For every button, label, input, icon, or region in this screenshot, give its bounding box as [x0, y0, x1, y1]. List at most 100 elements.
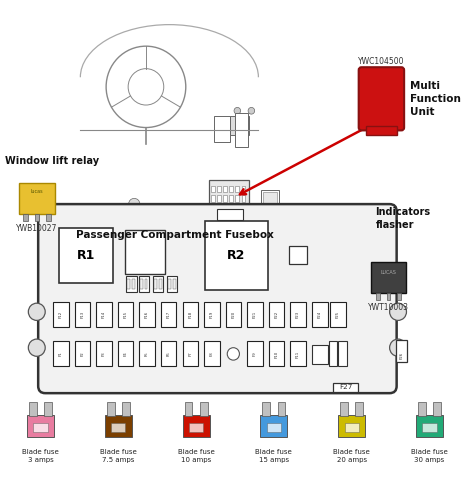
Bar	[111, 423, 125, 432]
Bar	[396, 340, 408, 361]
Bar	[333, 383, 358, 392]
Bar	[96, 341, 112, 366]
Bar	[53, 341, 69, 366]
Bar	[23, 214, 28, 221]
Bar	[226, 302, 241, 327]
Bar	[397, 293, 401, 300]
Bar	[217, 186, 221, 192]
Text: F7: F7	[188, 351, 192, 356]
Circle shape	[241, 122, 247, 129]
Circle shape	[248, 108, 255, 114]
Bar	[269, 302, 284, 327]
Text: F1: F1	[59, 351, 63, 356]
Bar	[182, 302, 198, 327]
Bar	[29, 402, 36, 416]
Circle shape	[390, 339, 407, 356]
Bar	[168, 279, 171, 288]
Bar	[229, 186, 233, 192]
Bar	[338, 341, 346, 366]
Text: F25: F25	[336, 311, 340, 318]
Text: F5: F5	[145, 351, 149, 356]
Bar	[154, 279, 157, 288]
Bar	[153, 276, 163, 292]
Bar	[387, 293, 390, 300]
Text: R2: R2	[227, 249, 246, 262]
Bar	[223, 186, 227, 192]
Bar	[105, 415, 132, 437]
Bar	[242, 205, 245, 211]
Bar	[242, 195, 245, 202]
Text: F20: F20	[231, 311, 236, 318]
Bar	[356, 402, 363, 416]
Bar	[209, 180, 249, 214]
Bar	[289, 246, 307, 264]
Bar	[45, 402, 52, 416]
Bar	[229, 205, 233, 211]
Bar	[35, 214, 39, 221]
Text: Blade fuse
20 amps: Blade fuse 20 amps	[333, 449, 370, 463]
Bar	[173, 279, 175, 288]
Bar	[204, 302, 219, 327]
Bar	[211, 186, 215, 192]
Bar	[247, 341, 263, 366]
Text: Blade fuse
3 amps: Blade fuse 3 amps	[22, 449, 59, 463]
Bar	[217, 205, 221, 211]
Text: R1: R1	[77, 249, 95, 262]
Bar	[159, 279, 162, 288]
Bar	[376, 293, 380, 300]
Text: F14: F14	[102, 311, 106, 318]
Bar	[182, 415, 210, 437]
Text: F21: F21	[253, 311, 257, 318]
Bar	[183, 205, 192, 214]
Bar	[174, 215, 182, 223]
Bar	[193, 215, 201, 223]
Text: Blade fuse
15 amps: Blade fuse 15 amps	[255, 449, 292, 463]
Bar	[75, 302, 90, 327]
Bar	[204, 341, 219, 366]
Bar	[312, 302, 328, 327]
Bar	[214, 116, 230, 142]
Text: LUCAS: LUCAS	[381, 270, 396, 275]
Bar	[229, 195, 233, 202]
Circle shape	[234, 108, 241, 114]
Bar	[236, 205, 239, 211]
Bar	[118, 302, 133, 327]
Bar	[422, 423, 437, 432]
Text: YWC104500: YWC104500	[358, 57, 405, 66]
Text: F19: F19	[210, 311, 214, 318]
Text: Multi
Function
Unit: Multi Function Unit	[410, 81, 460, 117]
Bar	[107, 402, 115, 416]
Bar	[338, 415, 365, 437]
Bar	[204, 221, 268, 290]
Bar	[34, 423, 47, 432]
FancyBboxPatch shape	[38, 204, 397, 393]
Text: F22: F22	[274, 311, 278, 318]
Bar	[189, 423, 203, 432]
Bar	[247, 302, 263, 327]
Text: F23: F23	[296, 311, 300, 318]
Bar	[263, 402, 270, 416]
Circle shape	[390, 303, 407, 321]
Bar	[312, 345, 328, 364]
Bar	[118, 341, 133, 366]
Text: Indicators
flasher: Indicators flasher	[375, 207, 431, 230]
Bar	[217, 195, 221, 202]
Bar	[139, 276, 149, 292]
Text: F4: F4	[124, 351, 128, 356]
Bar	[161, 302, 176, 327]
Bar	[371, 262, 406, 293]
Text: Passenger Compartment Fusebox: Passenger Compartment Fusebox	[76, 230, 273, 240]
Bar	[236, 195, 239, 202]
Bar	[59, 228, 113, 283]
Text: Window lift relay: Window lift relay	[5, 156, 100, 166]
Bar	[145, 279, 147, 288]
Bar	[167, 276, 177, 292]
Bar	[146, 215, 155, 223]
Bar	[242, 186, 245, 192]
Bar	[19, 182, 55, 214]
Bar	[137, 203, 145, 211]
Bar	[27, 415, 54, 437]
Bar	[223, 205, 227, 211]
Text: Blade fuse
30 amps: Blade fuse 30 amps	[411, 449, 448, 463]
Text: F27: F27	[339, 384, 352, 390]
